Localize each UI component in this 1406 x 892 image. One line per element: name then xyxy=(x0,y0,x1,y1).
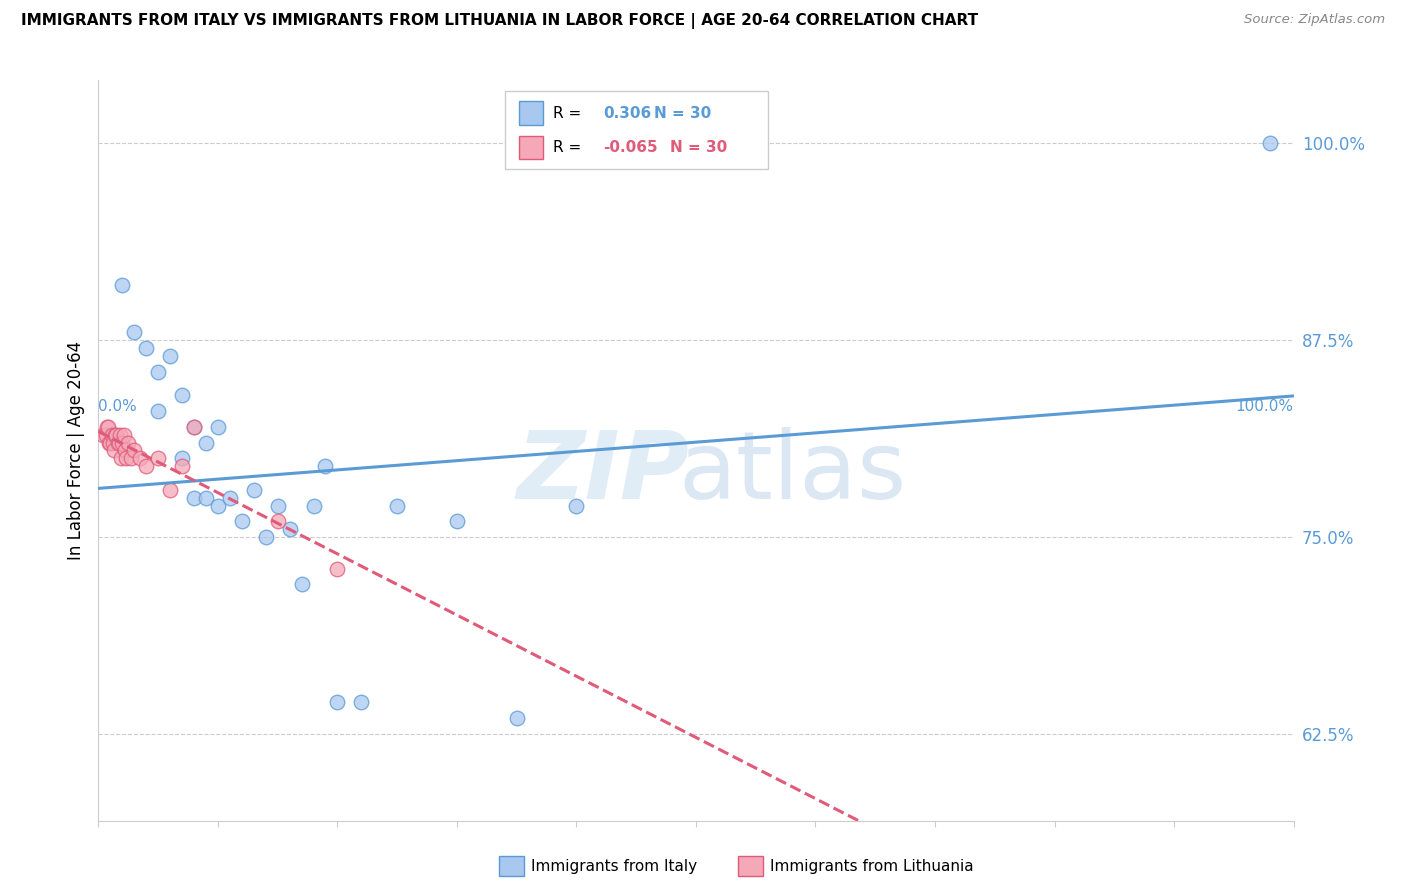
Point xyxy=(172,451,194,466)
Point xyxy=(148,451,170,466)
Point xyxy=(231,514,253,528)
Point xyxy=(100,427,122,442)
Text: IMMIGRANTS FROM ITALY VS IMMIGRANTS FROM LITHUANIA IN LABOR FORCE | AGE 20-64 CO: IMMIGRANTS FROM ITALY VS IMMIGRANTS FROM… xyxy=(21,13,979,29)
Point xyxy=(243,483,266,497)
Point xyxy=(135,341,157,355)
Point xyxy=(183,420,205,434)
Point xyxy=(107,435,129,450)
FancyBboxPatch shape xyxy=(519,102,543,125)
Point xyxy=(207,420,229,434)
Point xyxy=(267,514,290,528)
Point xyxy=(96,420,118,434)
Point xyxy=(506,711,529,725)
Point xyxy=(124,443,146,458)
Text: ZIP: ZIP xyxy=(517,426,689,518)
Point xyxy=(120,451,142,466)
Point xyxy=(114,443,136,458)
Point xyxy=(195,435,218,450)
Point xyxy=(207,499,229,513)
Point xyxy=(302,499,325,513)
Point xyxy=(1258,136,1281,151)
Point xyxy=(183,420,205,434)
Point xyxy=(112,427,135,442)
Point xyxy=(326,561,349,575)
Point xyxy=(110,451,132,466)
Point xyxy=(219,491,242,505)
Text: N = 30: N = 30 xyxy=(654,105,711,120)
Y-axis label: In Labor Force | Age 20-64: In Labor Force | Age 20-64 xyxy=(66,341,84,560)
Point xyxy=(101,435,124,450)
Text: 0.306: 0.306 xyxy=(603,105,651,120)
Point xyxy=(98,435,121,450)
Text: 0.0%: 0.0% xyxy=(98,399,138,414)
Point xyxy=(91,427,114,442)
Point xyxy=(108,427,131,442)
Point xyxy=(291,577,314,591)
Point xyxy=(124,326,146,340)
Point xyxy=(278,522,301,536)
Point xyxy=(254,530,277,544)
Point xyxy=(98,435,122,450)
Point xyxy=(129,451,152,466)
Point xyxy=(148,404,170,418)
Text: Source: ZipAtlas.com: Source: ZipAtlas.com xyxy=(1244,13,1385,27)
Point xyxy=(385,499,409,513)
Point xyxy=(267,499,290,513)
Point xyxy=(104,427,127,442)
Point xyxy=(159,349,181,363)
Text: 100.0%: 100.0% xyxy=(1236,399,1294,414)
Point xyxy=(446,514,468,528)
Text: -0.065: -0.065 xyxy=(603,140,658,155)
Text: R =: R = xyxy=(553,140,586,155)
Point xyxy=(111,435,134,450)
Point xyxy=(105,427,128,442)
Point xyxy=(159,483,181,497)
Point xyxy=(183,491,205,505)
Point xyxy=(117,435,139,450)
Point xyxy=(115,451,138,466)
Point xyxy=(172,388,194,402)
Text: atlas: atlas xyxy=(678,426,907,518)
Point xyxy=(103,443,125,458)
Text: R =: R = xyxy=(553,105,586,120)
Point xyxy=(148,365,170,379)
Point xyxy=(315,459,337,474)
Point xyxy=(135,459,157,474)
Point xyxy=(565,499,588,513)
Point xyxy=(107,435,129,450)
Text: N = 30: N = 30 xyxy=(669,140,727,155)
Point xyxy=(97,420,120,434)
Text: Immigrants from Italy: Immigrants from Italy xyxy=(531,859,697,873)
Point xyxy=(350,696,373,710)
Point xyxy=(195,491,218,505)
FancyBboxPatch shape xyxy=(519,136,543,159)
Point xyxy=(172,459,194,474)
Text: Immigrants from Lithuania: Immigrants from Lithuania xyxy=(770,859,974,873)
FancyBboxPatch shape xyxy=(505,91,768,169)
Point xyxy=(326,696,349,710)
Point xyxy=(111,278,134,293)
Point xyxy=(94,427,117,442)
